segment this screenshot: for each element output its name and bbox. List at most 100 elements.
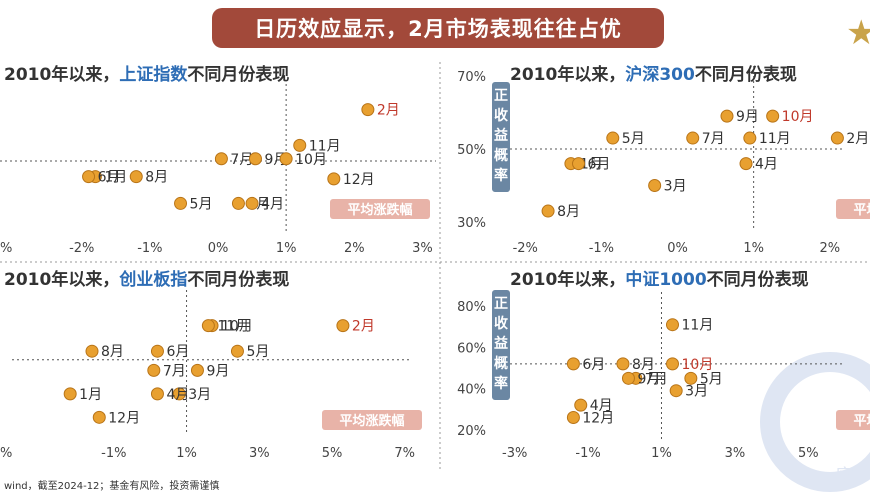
data-label: 7月	[702, 131, 725, 147]
x-tick-label: 5%	[798, 446, 819, 461]
data-label: 9月	[736, 109, 759, 125]
data-point	[82, 170, 96, 184]
data-label: 1月	[580, 157, 603, 173]
chart-title-part: 不同月份表现	[707, 269, 809, 290]
data-label: 7月	[645, 371, 668, 387]
data-point	[766, 109, 780, 123]
x-tick-label: -1%	[137, 241, 162, 256]
y-label-char: 益	[494, 335, 508, 352]
data-label: 4月	[261, 196, 284, 212]
data-label: 8月	[632, 357, 655, 373]
y-tick-label: 40%	[457, 383, 486, 398]
data-point	[669, 384, 683, 398]
x-tick-label: 7%	[394, 446, 415, 461]
data-label: 1月	[104, 170, 127, 186]
x-tick-label: 2%	[344, 241, 365, 256]
x-tick-label: %	[0, 241, 12, 256]
data-label: 7月	[163, 363, 186, 379]
data-label: 12月	[108, 410, 140, 426]
chart-title-part: 沪深300	[625, 64, 695, 85]
data-label: 12月	[343, 172, 375, 188]
data-point	[616, 357, 630, 371]
x-tick-label: -1%	[589, 241, 614, 256]
data-label: 8月	[101, 344, 124, 360]
chart-title-part: 不同月份表现	[695, 64, 797, 85]
data-point	[279, 152, 293, 166]
data-label: 3月	[685, 384, 708, 400]
y-label-char: 概	[494, 147, 508, 164]
footer-note: wind，截至2024-12；基金有风险，投资需谨慎	[4, 481, 220, 492]
data-label: 10月	[782, 109, 814, 125]
x-tick-label: -3%	[502, 446, 527, 461]
data-point	[606, 131, 620, 145]
data-label: 3月	[664, 179, 687, 195]
data-label: 2月	[377, 103, 400, 119]
x-tick-label: 2%	[819, 241, 840, 256]
data-point	[621, 371, 635, 385]
y-tick-label: 60%	[457, 341, 486, 356]
data-point	[214, 152, 228, 166]
chart-title: 2010年以来，中证1000不同月份表现	[510, 269, 809, 290]
x-label-tag	[322, 410, 422, 430]
x-label: 平均涨跌幅	[853, 413, 870, 429]
data-point	[666, 357, 679, 371]
data-point	[720, 109, 734, 123]
data-point	[190, 363, 204, 377]
x-tick-label: 5%	[322, 446, 343, 461]
star-icon: ★	[846, 13, 870, 53]
x-label-tag	[836, 199, 870, 219]
y-label-char: 概	[494, 355, 508, 372]
data-label: 6月	[166, 344, 189, 360]
data-label: 4月	[590, 398, 613, 414]
data-point	[248, 152, 262, 166]
data-point	[327, 172, 341, 186]
chart-title-part: 2010年以来，	[510, 269, 625, 290]
data-label: 11月	[217, 319, 249, 335]
data-label: 7月	[230, 152, 253, 168]
data-label: 1月	[79, 387, 102, 403]
data-label: 5月	[700, 371, 723, 387]
y-label-char: 益	[494, 127, 508, 144]
data-point	[566, 357, 580, 371]
data-point	[566, 411, 580, 424]
x-tick-label: -2%	[513, 241, 538, 256]
x-tick-label: 0%	[208, 241, 229, 256]
chart-title-part: 上证指数	[119, 64, 188, 85]
y-label-box	[492, 290, 510, 400]
chart-title-part: 创业板指	[118, 269, 187, 290]
y-tick-label: 80%	[457, 300, 486, 315]
data-point	[743, 131, 757, 145]
x-label: 平均涨跌幅	[339, 413, 404, 429]
data-label: 6月	[588, 157, 611, 173]
x-tick-label: 1%	[276, 241, 297, 256]
x-tick-label: -1%	[575, 446, 600, 461]
chart-title-part: 2010年以来，	[4, 64, 119, 85]
banner-title: 日历效应显示，2月市场表现往往占优	[212, 8, 664, 48]
data-label: 10月	[221, 319, 253, 335]
data-point	[230, 344, 244, 358]
x-tick-label: 1%	[651, 446, 672, 461]
data-point	[666, 318, 679, 332]
x-tick-label: -2%	[69, 241, 94, 256]
y-label-char: 率	[494, 167, 508, 184]
data-point	[85, 344, 99, 358]
chart-title: 2010年以来，上证指数不同月份表现	[4, 64, 289, 85]
data-point	[830, 131, 844, 145]
x-tick-label: 3%	[412, 241, 433, 256]
data-label: 3月	[188, 387, 211, 403]
x-label: 平均涨跌幅	[347, 202, 412, 218]
chart-title: 2010年以来，创业板指不同月份表现	[4, 269, 289, 290]
x-label: 平均涨跌幅	[853, 202, 870, 218]
watermark-text: 富	[836, 466, 854, 487]
data-label: 4月	[166, 387, 189, 403]
data-point	[92, 410, 106, 424]
y-tick-label: 30%	[457, 216, 486, 231]
data-point	[150, 387, 164, 401]
data-label: 2月	[352, 319, 375, 335]
x-tick-label: 3%	[249, 446, 270, 461]
data-point	[63, 387, 77, 401]
data-label: 5月	[622, 131, 645, 147]
data-point	[150, 344, 164, 358]
x-tick-label: %	[0, 446, 12, 461]
x-label-tag	[330, 199, 430, 219]
